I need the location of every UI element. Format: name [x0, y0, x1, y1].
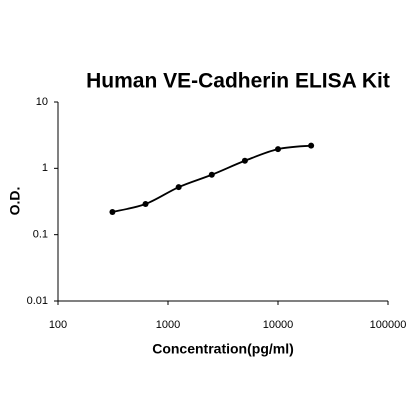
y-tick-label: 0.01 [27, 295, 48, 307]
x-tick-label: 1000 [156, 319, 180, 331]
y-tick-label: 10 [36, 96, 48, 108]
data-point [308, 142, 315, 149]
x-axis-label: Concentration(pg/ml) [152, 341, 294, 357]
chart-title: Human VE-Cadherin ELISA Kit [86, 70, 390, 93]
x-tick-label: 100000 [370, 319, 407, 331]
data-point [275, 146, 281, 153]
y-tick-label: 0.1 [33, 229, 48, 241]
y-axis-label: O.D. [7, 187, 23, 216]
fit-curve [112, 144, 312, 213]
data-point [208, 171, 215, 178]
y-tick-label: 1 [42, 162, 48, 174]
data-point [109, 208, 116, 215]
x-tick-label: 10000 [263, 319, 294, 331]
data-point [175, 184, 182, 191]
x-tick-label: 100 [49, 319, 67, 331]
data-point [241, 157, 248, 164]
data-point [142, 200, 149, 207]
